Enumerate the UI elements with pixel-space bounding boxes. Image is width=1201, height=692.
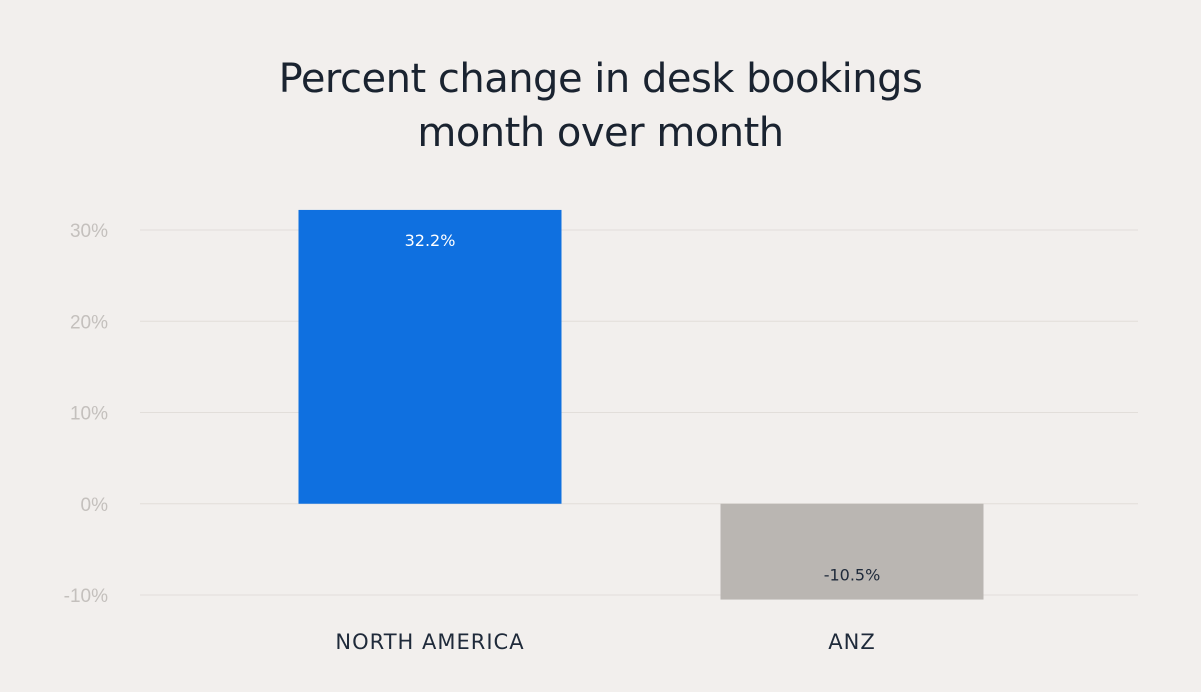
- chart-title: Percent change in desk bookings month ov…: [0, 52, 1201, 160]
- y-tick-label: 20%: [70, 312, 108, 333]
- labels: 30% 20% 10% 0% -10% 32.2% NORTH AMERICA -10.5% A…: [64, 221, 881, 654]
- bar: [298, 209, 562, 504]
- x-tick-label: NORTH AMERICA: [335, 630, 524, 654]
- gridlines: [140, 229, 1138, 596]
- bars: [298, 209, 984, 600]
- chart-title-line-1: Percent change in desk bookings: [278, 56, 923, 102]
- data-label: -10.5%: [824, 566, 881, 585]
- x-tick-label: ANZ: [828, 630, 875, 654]
- bar: [720, 503, 984, 600]
- data-label: 32.2%: [405, 231, 456, 250]
- y-tick-label: -10%: [64, 586, 108, 607]
- y-tick-label: 0%: [81, 495, 109, 516]
- y-tick-label: 30%: [70, 221, 108, 242]
- y-tick-label: 10%: [70, 404, 108, 425]
- chart-title-line-2: month over month: [417, 110, 784, 156]
